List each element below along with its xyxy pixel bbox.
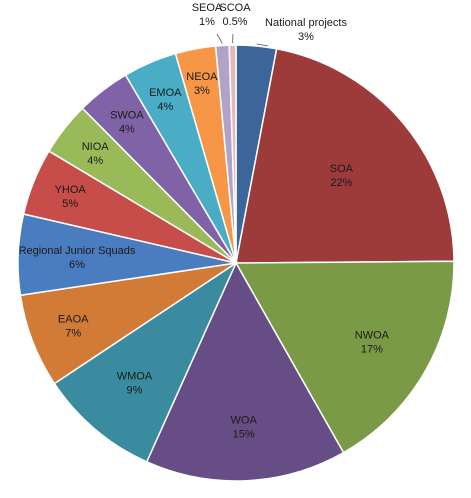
label-category-eaoa: EAOA xyxy=(58,314,89,326)
label-category-national-projects: National projects xyxy=(265,17,347,29)
data-label-scoa: SCOA 0.5% xyxy=(219,2,251,28)
label-category-nioa: NIOA xyxy=(82,141,110,153)
leaders-layer xyxy=(216,33,269,47)
data-label-swoa: SWOA 4% xyxy=(110,109,144,135)
label-category-soa: SOA xyxy=(330,163,354,175)
label-percent-eaoa: 7% xyxy=(65,328,81,340)
label-percent-emoa: 4% xyxy=(157,101,173,113)
data-label-woa: WOA 15% xyxy=(231,414,258,440)
label-category-wmoa: WMOA xyxy=(117,371,153,383)
data-label-yhoa: YHOA 5% xyxy=(55,184,87,210)
label-percent-yhoa: 5% xyxy=(62,198,78,210)
data-label-regional-junior-squads: Regional Junior Squads 6% xyxy=(19,245,136,271)
data-label-nwoa: NWOA 17% xyxy=(355,330,390,356)
leader-line-national-projects xyxy=(256,43,269,47)
label-category-scoa: SCOA xyxy=(219,2,251,14)
label-category-seoa: SEOA xyxy=(192,2,223,14)
label-category-swoa: SWOA xyxy=(110,109,144,121)
slice-soa xyxy=(235,47,455,264)
label-percent-neoa: 3% xyxy=(194,85,210,97)
labels-layer: National projects 3% SOA 22% NWOA 17% WOA 15% WM… xyxy=(19,2,390,440)
label-category-emoa: EMOA xyxy=(149,87,182,99)
data-label-emoa: EMOA 4% xyxy=(149,87,182,113)
slice-wmoa xyxy=(53,260,238,463)
data-label-wmoa: WMOA 9% xyxy=(117,371,153,397)
data-label-nioa: NIOA 4% xyxy=(82,141,110,167)
label-percent-soa: 22% xyxy=(330,177,352,189)
label-percent-nioa: 4% xyxy=(87,155,103,167)
data-label-national-projects: National projects 3% xyxy=(265,17,347,43)
label-percent-wmoa: 9% xyxy=(127,385,143,397)
label-category-neoa: NEOA xyxy=(186,71,218,83)
label-percent-regional-junior-squads: 6% xyxy=(69,259,85,271)
data-label-eaoa: EAOA 7% xyxy=(58,314,89,340)
label-category-woa: WOA xyxy=(231,414,258,426)
label-percent-nwoa: 17% xyxy=(361,344,383,356)
label-percent-swoa: 4% xyxy=(119,123,135,135)
slice-woa xyxy=(145,261,345,482)
slices-layer xyxy=(17,44,455,482)
leader-line-seoa xyxy=(216,33,223,44)
data-label-soa: SOA 22% xyxy=(330,163,354,189)
data-label-seoa: SEOA 1% xyxy=(192,2,223,28)
data-label-neoa: NEOA 3% xyxy=(186,71,218,97)
label-percent-national-projects: 3% xyxy=(298,31,314,43)
label-category-nwoa: NWOA xyxy=(355,330,390,342)
label-percent-seoa: 1% xyxy=(199,16,215,28)
label-percent-scoa: 0.5% xyxy=(222,16,247,28)
slice-nwoa xyxy=(234,260,455,454)
label-category-yhoa: YHOA xyxy=(55,184,87,196)
label-category-regional-junior-squads: Regional Junior Squads xyxy=(19,245,136,257)
label-percent-woa: 15% xyxy=(233,428,255,440)
slice-scoa xyxy=(228,44,237,264)
